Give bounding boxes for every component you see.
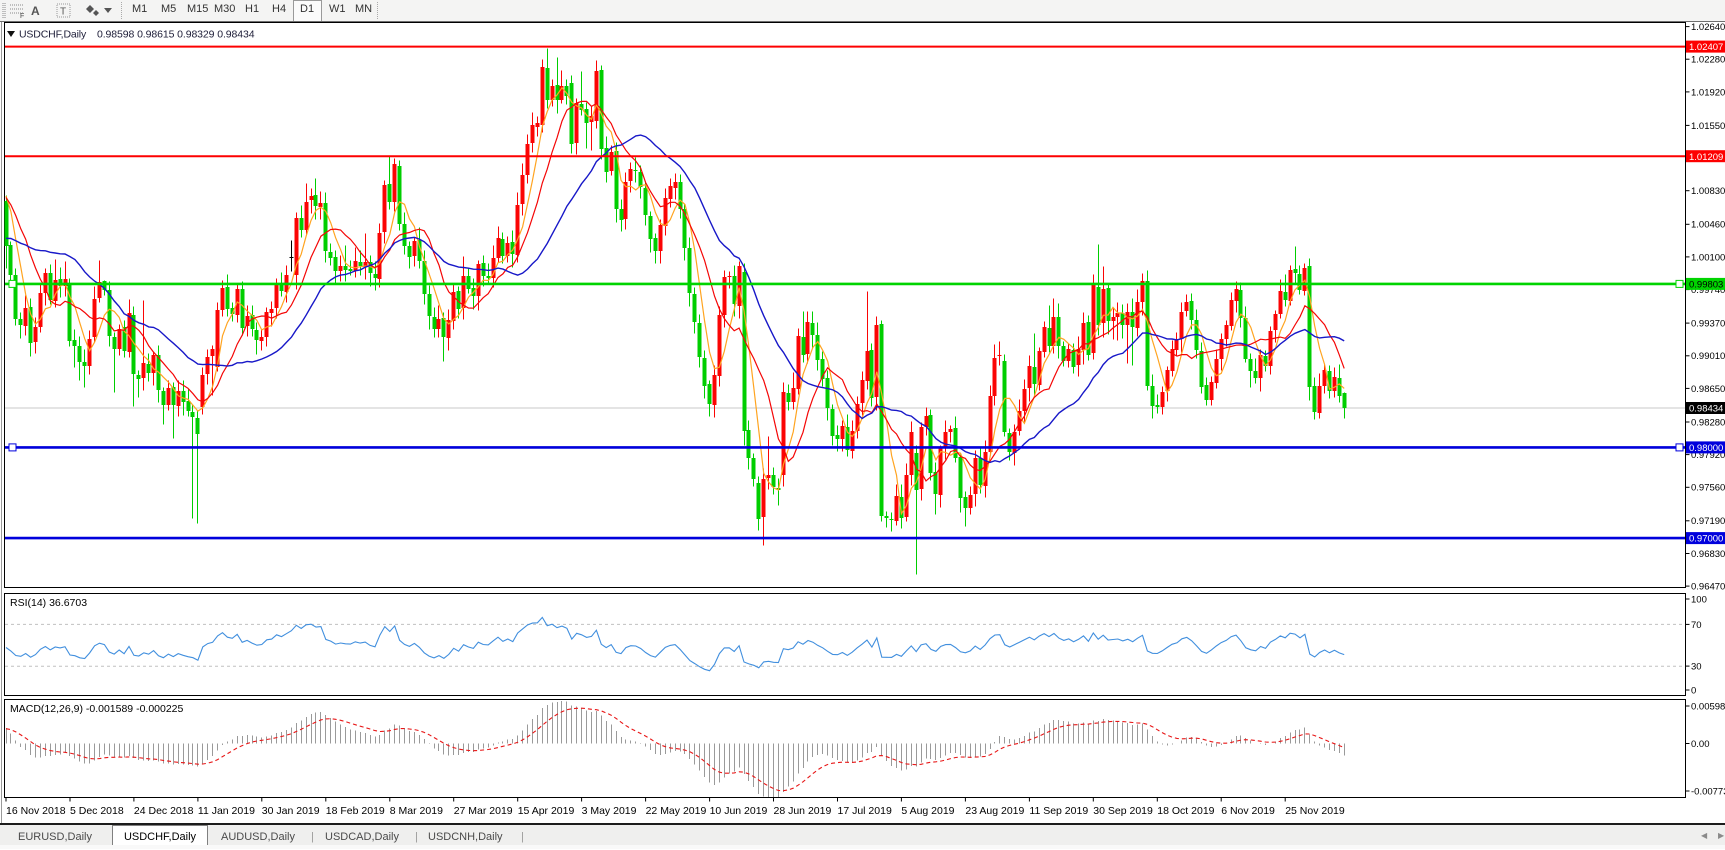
svg-text:28 Jun 2019: 28 Jun 2019 — [774, 805, 832, 817]
svg-text:0.97920: 0.97920 — [1691, 450, 1725, 461]
svg-text:RSI(14) 36.6703: RSI(14) 36.6703 — [10, 597, 87, 609]
svg-text:17 Jul 2019: 17 Jul 2019 — [838, 805, 892, 817]
svg-text:18 Feb 2019: 18 Feb 2019 — [326, 805, 385, 817]
svg-text:1.01209: 1.01209 — [1689, 152, 1723, 163]
svg-text:25 Nov 2019: 25 Nov 2019 — [1285, 805, 1345, 817]
svg-text:30: 30 — [1691, 662, 1702, 673]
svg-text:10 Jun 2019: 10 Jun 2019 — [710, 805, 768, 817]
svg-text:0.005986: 0.005986 — [1691, 701, 1725, 712]
svg-text:3 May 2019: 3 May 2019 — [582, 805, 637, 817]
svg-text:70: 70 — [1691, 620, 1702, 631]
svg-text:0.98598 0.98615 0.98329 0.9843: 0.98598 0.98615 0.98329 0.98434 — [97, 29, 255, 41]
svg-text:1.00460: 1.00460 — [1691, 220, 1725, 231]
svg-text:0.99370: 0.99370 — [1691, 319, 1725, 330]
svg-text:11 Sep 2019: 11 Sep 2019 — [1029, 805, 1088, 817]
svg-text:MACD(12,26,9) -0.001589 -0.000: MACD(12,26,9) -0.001589 -0.000225 — [10, 703, 184, 715]
svg-text:F: F — [20, 13, 24, 20]
svg-text:5 Aug 2019: 5 Aug 2019 — [901, 805, 954, 817]
svg-text:18 Oct 2019: 18 Oct 2019 — [1157, 805, 1214, 817]
svg-text:6 Nov 2019: 6 Nov 2019 — [1221, 805, 1275, 817]
svg-text:0.98434: 0.98434 — [1689, 404, 1723, 415]
svg-text:1.02407: 1.02407 — [1689, 42, 1723, 53]
svg-text:T: T — [60, 7, 66, 18]
svg-text:0.98650: 0.98650 — [1691, 384, 1725, 395]
svg-text:0.99010: 0.99010 — [1691, 351, 1725, 362]
svg-text:27 Mar 2019: 27 Mar 2019 — [454, 805, 513, 817]
svg-text:100: 100 — [1691, 594, 1707, 605]
svg-text:11 Jan 2019: 11 Jan 2019 — [198, 805, 255, 817]
svg-text:-0.00773: -0.00773 — [1691, 786, 1725, 797]
svg-text:0.99803: 0.99803 — [1689, 280, 1723, 291]
svg-text:0.96470: 0.96470 — [1691, 582, 1725, 593]
svg-text:0.99740: 0.99740 — [1691, 285, 1725, 296]
svg-text:0.97560: 0.97560 — [1691, 483, 1725, 494]
svg-text:0.97000: 0.97000 — [1689, 534, 1723, 545]
svg-text:1.00830: 1.00830 — [1691, 186, 1725, 197]
svg-text:0.97190: 0.97190 — [1691, 516, 1725, 527]
svg-text:1.02280: 1.02280 — [1691, 55, 1725, 66]
svg-text:0.98280: 0.98280 — [1691, 417, 1725, 428]
svg-text:0.98000: 0.98000 — [1689, 443, 1723, 454]
svg-text:1.01920: 1.01920 — [1691, 87, 1725, 98]
svg-text:5 Dec 2018: 5 Dec 2018 — [70, 805, 124, 817]
svg-text:24 Dec 2018: 24 Dec 2018 — [134, 805, 194, 817]
svg-text:8 Mar 2019: 8 Mar 2019 — [390, 805, 443, 817]
svg-text:0.96830: 0.96830 — [1691, 549, 1725, 560]
svg-text:23 Aug 2019: 23 Aug 2019 — [965, 805, 1024, 817]
svg-text:1.01550: 1.01550 — [1691, 121, 1725, 132]
svg-text:22 May 2019: 22 May 2019 — [646, 805, 707, 817]
svg-text:15 Apr 2019: 15 Apr 2019 — [518, 805, 575, 817]
svg-text:1.02640: 1.02640 — [1691, 22, 1725, 33]
svg-text:1.00100: 1.00100 — [1691, 252, 1725, 263]
svg-text:A: A — [31, 4, 40, 18]
svg-text:0: 0 — [1691, 685, 1696, 696]
svg-text:30 Sep 2019: 30 Sep 2019 — [1093, 805, 1153, 817]
svg-text:30 Jan 2019: 30 Jan 2019 — [262, 805, 320, 817]
svg-text:USDCHF,Daily: USDCHF,Daily — [19, 29, 87, 41]
svg-text:16 Nov 2018: 16 Nov 2018 — [6, 805, 66, 817]
svg-text:0.00: 0.00 — [1691, 739, 1710, 750]
